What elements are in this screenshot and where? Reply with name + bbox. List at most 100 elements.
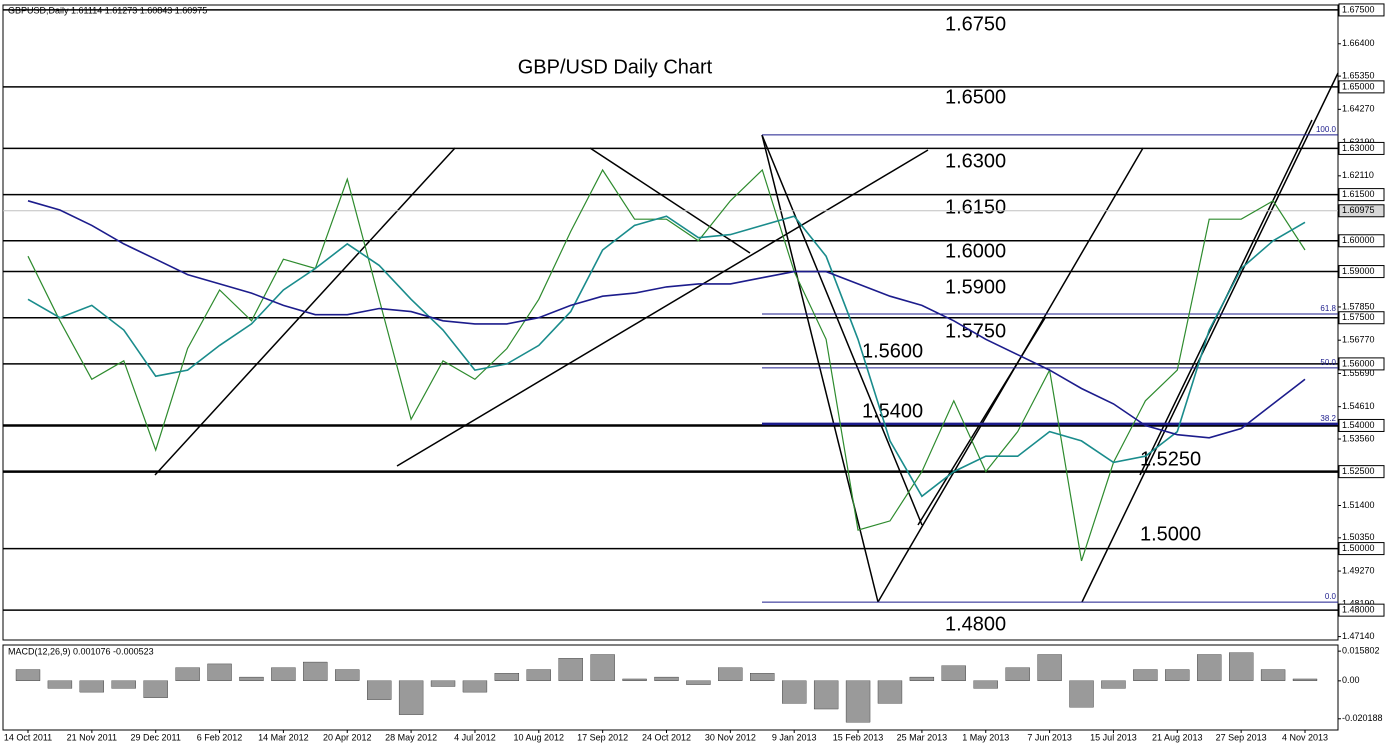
y-tick-label: 1.64270: [1342, 104, 1375, 114]
macd-label: MACD(12,26,9) 0.001076 -0.000523: [8, 646, 154, 656]
macd-bar: [175, 667, 200, 681]
axis-label-box: [1338, 311, 1385, 325]
level-label: 1.5250: [1140, 448, 1201, 470]
macd-bar: [462, 680, 488, 693]
macd-bar: [207, 663, 232, 681]
level-axis-label: 1.48000: [1342, 605, 1375, 615]
macd-bar: [782, 680, 807, 704]
level-label: 1.5600: [862, 340, 923, 362]
y-tick-label: 1.57850: [1342, 301, 1375, 311]
axis-label-box: [1338, 234, 1385, 248]
x-tick-label: 1 May 2013: [962, 732, 1009, 742]
x-tick-label: 15 Feb 2013: [833, 732, 884, 742]
macd-tick-label: 0.015802: [1342, 646, 1380, 656]
macd-tick-label: 0.00: [1342, 675, 1360, 685]
axis-label-box: [1338, 465, 1385, 479]
x-tick-label: 20 Apr 2012: [323, 732, 372, 742]
trend-line: [396, 149, 929, 467]
level-label: 1.6300: [945, 150, 1006, 172]
macd-tick-label: -0.020188: [1342, 713, 1383, 723]
macd-bar: [1101, 680, 1126, 689]
macd-bar: [1197, 654, 1222, 681]
macd-bar: [1165, 669, 1190, 681]
macd-bar: [654, 676, 679, 681]
macd-bar: [590, 654, 615, 681]
level-axis-label: 1.52500: [1342, 466, 1375, 476]
y-tick-label: 1.65350: [1342, 70, 1375, 80]
macd-bar: [750, 673, 775, 681]
axis-label-box: [1338, 542, 1385, 556]
y-tick-label: 1.53560: [1342, 433, 1375, 443]
macd-bar: [398, 680, 424, 715]
fib-label: 38.2: [1320, 414, 1336, 423]
x-tick-label: 30 Nov 2012: [705, 732, 756, 742]
macd-bar: [1005, 667, 1030, 681]
y-tick-label: 1.62110: [1342, 170, 1374, 180]
x-tick-label: 14 Mar 2012: [258, 732, 309, 742]
level-label: 1.4800: [945, 613, 1006, 635]
x-tick-label: 17 Sep 2012: [577, 732, 628, 742]
level-label: 1.5400: [862, 400, 923, 422]
dashed-line: [761, 134, 879, 603]
axis-label-box: [1338, 188, 1385, 202]
y-tick-label: 1.66400: [1342, 38, 1375, 48]
x-tick-label: 15 Jul 2013: [1090, 732, 1137, 742]
y-tick-label: 1.50350: [1342, 532, 1375, 542]
level-label: 1.5750: [945, 320, 1006, 342]
y-tick-label: 1.54610: [1342, 401, 1375, 411]
macd-bar: [909, 676, 935, 681]
macd-bar: [941, 665, 966, 681]
macd-bar: [239, 676, 264, 681]
last-price-box: [1338, 204, 1385, 218]
macd-bar: [303, 661, 328, 681]
level-axis-label: 1.56000: [1342, 358, 1375, 368]
x-tick-label: 6 Feb 2012: [197, 732, 243, 742]
macd-bar: [111, 680, 136, 689]
level-axis-label: 1.61500: [1342, 189, 1375, 199]
level-label: 1.6500: [945, 86, 1006, 108]
macd-bar: [1069, 680, 1094, 708]
x-tick-label: 28 May 2012: [385, 732, 437, 742]
macd-bar: [1037, 654, 1062, 681]
axis-label-box: [1338, 80, 1385, 94]
price-line: [27, 215, 1306, 498]
y-tick-label: 1.49270: [1342, 565, 1375, 575]
x-tick-label: 10 Aug 2012: [514, 732, 565, 742]
macd-bar: [622, 678, 647, 681]
macd-bar: [271, 667, 296, 681]
macd-bar: [813, 680, 839, 710]
price-line: [27, 168, 1306, 562]
macd-bar: [1229, 652, 1254, 681]
axis-label-box: [1338, 357, 1385, 371]
price-pane: [2, 4, 1339, 641]
y-tick-label: 1.55690: [1342, 368, 1375, 378]
fib-label: 0.0: [1325, 592, 1337, 601]
level-label: 1.6000: [945, 240, 1006, 262]
level-axis-label: 1.60000: [1342, 235, 1375, 245]
macd-bar: [877, 680, 903, 704]
level-axis-label: 1.50000: [1342, 543, 1375, 553]
axis-label-box: [1338, 141, 1385, 155]
level-label: 1.5900: [945, 276, 1006, 298]
macd-bar: [1133, 669, 1158, 681]
x-tick-label: 4 Nov 2013: [1282, 732, 1328, 742]
macd-bar: [558, 658, 583, 681]
fib-label: 61.8: [1320, 304, 1336, 313]
trend-line: [917, 317, 1046, 526]
axis-label-box: [1338, 265, 1385, 279]
x-tick-label: 7 Jun 2013: [1027, 732, 1072, 742]
trend-line: [1081, 72, 1339, 603]
level-axis-label: 1.67500: [1342, 4, 1375, 14]
chart-title: GBP/USD Daily Chart: [518, 56, 713, 78]
macd-bar: [430, 680, 456, 687]
fib-label: 50.0: [1320, 358, 1336, 367]
macd-bar: [15, 669, 41, 681]
last-price-label: 1.60975: [1342, 205, 1375, 215]
axis-label-box: [1338, 418, 1385, 432]
axis-label-box: [1338, 603, 1385, 617]
macd-bar: [143, 680, 168, 698]
macd-bar: [367, 680, 392, 700]
level-label: 1.6150: [945, 196, 1006, 218]
y-tick-label: 1.56770: [1342, 335, 1375, 345]
